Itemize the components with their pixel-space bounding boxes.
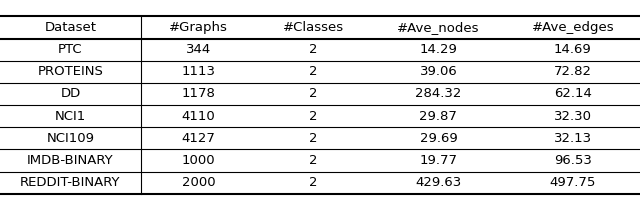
Text: PTC: PTC xyxy=(58,43,83,56)
Text: NCI1: NCI1 xyxy=(55,110,86,123)
Text: 497.75: 497.75 xyxy=(550,176,596,189)
Text: IMDB-BINARY: IMDB-BINARY xyxy=(27,154,114,167)
Text: #Ave_nodes: #Ave_nodes xyxy=(397,21,479,34)
Text: 62.14: 62.14 xyxy=(554,88,592,100)
Text: 72.82: 72.82 xyxy=(554,65,592,78)
Text: 32.13: 32.13 xyxy=(554,132,592,145)
Text: REDDIT-BINARY: REDDIT-BINARY xyxy=(20,176,121,189)
Text: 2000: 2000 xyxy=(182,176,215,189)
Text: 284.32: 284.32 xyxy=(415,88,461,100)
Text: 1113: 1113 xyxy=(181,65,216,78)
Text: 39.06: 39.06 xyxy=(420,65,457,78)
Text: #Ave_edges: #Ave_edges xyxy=(531,21,614,34)
Text: 4110: 4110 xyxy=(182,110,215,123)
Text: 29.69: 29.69 xyxy=(420,132,457,145)
Text: 19.77: 19.77 xyxy=(419,154,458,167)
Text: 14.29: 14.29 xyxy=(419,43,458,56)
Text: #Graphs: #Graphs xyxy=(169,21,228,34)
Text: NCI109: NCI109 xyxy=(47,132,95,145)
Text: 2: 2 xyxy=(309,176,318,189)
Text: 2: 2 xyxy=(309,43,318,56)
Text: Dataset: Dataset xyxy=(44,21,97,34)
Text: 2: 2 xyxy=(309,154,318,167)
Text: #Classes: #Classes xyxy=(283,21,344,34)
Text: 2: 2 xyxy=(309,65,318,78)
Text: 2: 2 xyxy=(309,88,318,100)
Text: 32.30: 32.30 xyxy=(554,110,592,123)
Text: 96.53: 96.53 xyxy=(554,154,592,167)
Text: 4127: 4127 xyxy=(182,132,215,145)
Text: 429.63: 429.63 xyxy=(415,176,461,189)
Text: 2: 2 xyxy=(309,110,318,123)
Text: 14.69: 14.69 xyxy=(554,43,591,56)
Text: DD: DD xyxy=(60,88,81,100)
Text: 29.87: 29.87 xyxy=(419,110,458,123)
Text: 1178: 1178 xyxy=(182,88,215,100)
Text: 344: 344 xyxy=(186,43,211,56)
Text: PROTEINS: PROTEINS xyxy=(38,65,103,78)
Text: 2: 2 xyxy=(309,132,318,145)
Text: 1000: 1000 xyxy=(182,154,215,167)
